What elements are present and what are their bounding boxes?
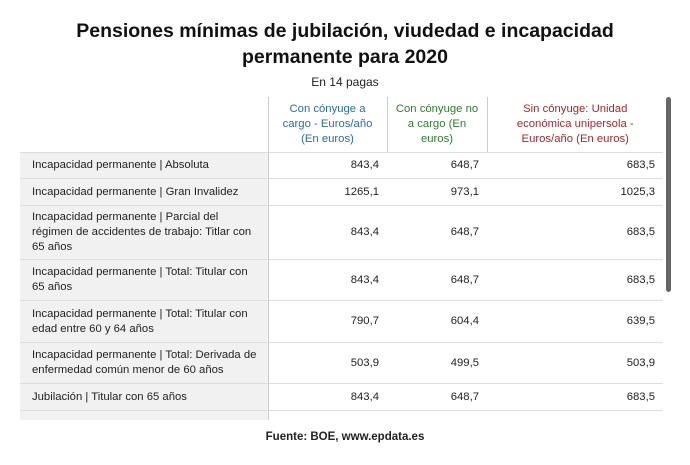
cell-value: 648,7	[387, 152, 487, 179]
cell-value: 639,5	[487, 300, 663, 343]
row-label: Incapacidad permanente | Total: Titular …	[20, 300, 269, 343]
subtitle: En 14 pagas	[311, 75, 379, 89]
cell-value: 648,7	[387, 259, 487, 301]
cell-value: 683,5	[487, 383, 663, 411]
table-row: Incapacidad permanente | Total: Titular …	[20, 300, 663, 343]
cell	[487, 410, 663, 420]
column-header: Sin cónyuge: Unidad económica unipersola…	[486, 97, 663, 153]
table-container: Con cónyuge a cargo - Euros/año (En euro…	[20, 97, 665, 420]
table-body: Incapacidad permanente | Absoluta 843,4 64…	[20, 152, 663, 420]
cell-value: 683,5	[487, 205, 663, 260]
source: Fuente: BOE, www.epdata.es	[265, 431, 425, 443]
cell-value: 683,5	[487, 259, 663, 301]
header-cell	[20, 97, 268, 153]
row-label: Incapacidad permanente | Absoluta	[20, 152, 269, 179]
cell-value: 843,4	[268, 259, 387, 301]
table-row	[20, 410, 663, 420]
cell-value: 1265,1	[268, 178, 387, 206]
table-row: Incapacidad permanente | Parcial del rég…	[20, 205, 663, 260]
title: Pensiones mínimas de jubilación, viudeda…	[76, 20, 614, 68]
cell-value: 648,7	[387, 383, 487, 411]
cell-value: 973,1	[387, 178, 487, 206]
cell	[387, 410, 487, 420]
table-row: Incapacidad permanente | Absoluta 843,4 64…	[20, 152, 663, 179]
header-row: Con cónyuge a cargo - Euros/año (En euro…	[20, 97, 663, 153]
table-row: Incapacidad permanente | Total: Titular …	[20, 259, 663, 301]
row-label: Jubilación | Titular con 65 años	[20, 383, 269, 411]
cell-value: 843,4	[268, 152, 387, 179]
table-row: Incapacidad permanente | Gran Invalidez 1…	[20, 178, 663, 206]
column-header: Con cónyuge no a cargo (En euros)	[386, 97, 487, 153]
cell-value: 843,4	[268, 383, 387, 411]
cell-value: 503,9	[268, 342, 387, 384]
cell-value: 843,4	[268, 205, 387, 260]
cell-value: 790,7	[268, 300, 387, 343]
scrollbar[interactable]	[666, 97, 671, 292]
cell-value: 499,5	[387, 342, 487, 384]
cell-value: 648,7	[387, 205, 487, 260]
cell-value: 503,9	[487, 342, 663, 384]
cell	[268, 410, 387, 420]
row-label: Incapacidad permanente | Gran Invalidez	[20, 178, 269, 206]
row-label	[20, 410, 269, 420]
cell-value: 604,4	[387, 300, 487, 343]
cell-value: 1025,3	[487, 178, 663, 206]
table-row: Incapacidad permanente | Total: Derivada…	[20, 342, 663, 384]
table-row: Jubilación | Titular con 65 años 843,4 648…	[20, 383, 663, 411]
table: Con cónyuge a cargo - Euros/año (En euro…	[20, 97, 663, 420]
row-label: Incapacidad permanente | Total: Derivada…	[20, 342, 269, 384]
row-label: Incapacidad permanente | Total: Titular …	[20, 259, 269, 301]
cell-value: 683,5	[487, 152, 663, 179]
row-label: Incapacidad permanente | Parcial del rég…	[20, 205, 269, 260]
column-header: Con cónyuge a cargo - Euros/año (En euro…	[267, 97, 387, 153]
